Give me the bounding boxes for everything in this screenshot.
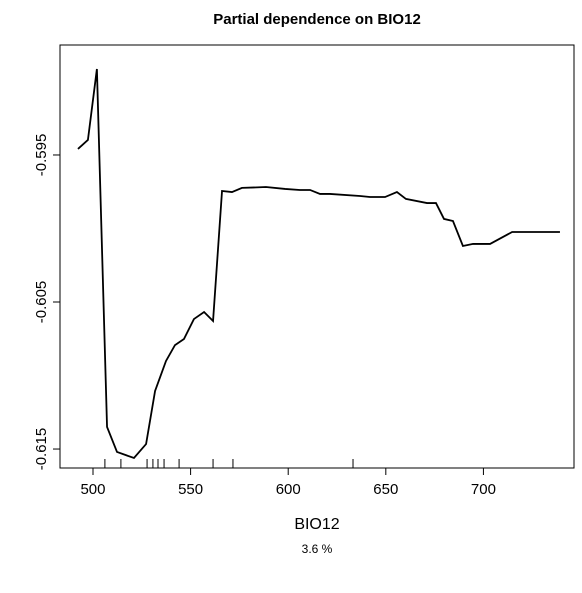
- y-tick-label: -0.605: [33, 281, 50, 324]
- x-tick-label: 600: [276, 481, 301, 498]
- x-tick-label: 500: [80, 481, 105, 498]
- line: [77, 68, 560, 460]
- x-tick-label: 650: [373, 481, 398, 498]
- y-tick-label: -0.595: [33, 134, 50, 177]
- x-tick-label: 550: [178, 481, 203, 498]
- x-tick-label: 700: [471, 481, 496, 498]
- y-tick-label: -0.615: [33, 428, 50, 471]
- x-axis-label: BIO12: [294, 516, 339, 533]
- subtitle: 3.6 %: [302, 542, 333, 556]
- chart-title: Partial dependence on BIO12: [213, 11, 421, 28]
- plot-frame: [59, 44, 575, 469]
